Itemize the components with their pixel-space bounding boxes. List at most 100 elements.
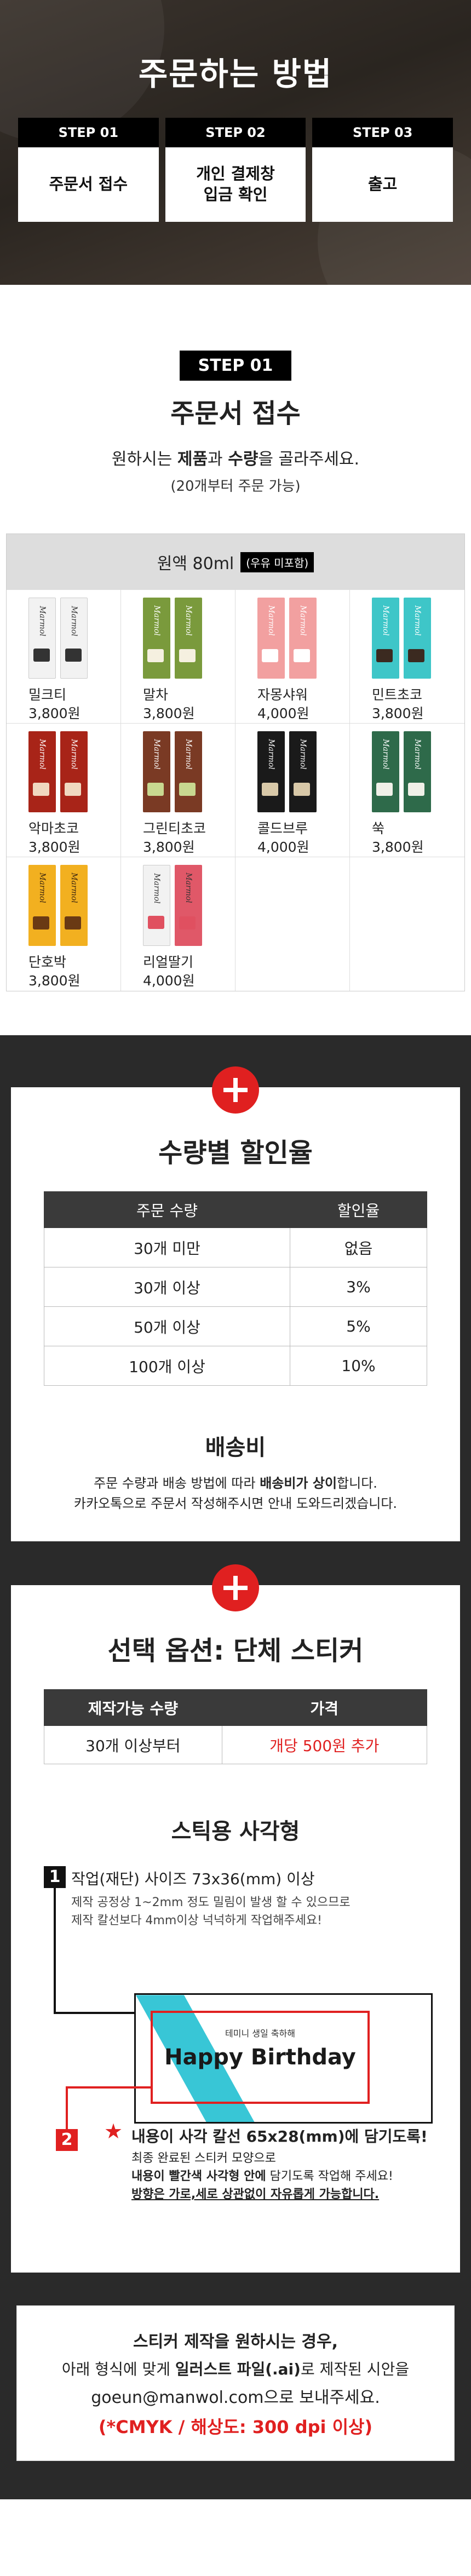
product-price: 3,800원	[28, 973, 81, 989]
product-stick: Marmol	[175, 598, 202, 679]
brand-logo: Marmol	[152, 605, 161, 636]
brand-logo: Marmol	[152, 739, 161, 770]
menu-header-label: 원액 80ml	[157, 554, 234, 573]
discount-title: 수량별 할인율	[158, 1138, 313, 1168]
product-label	[33, 783, 49, 796]
table-row: 30개 미만 없음	[43, 1227, 427, 1267]
product-stick: Marmol	[143, 731, 170, 812]
product-label	[262, 649, 278, 662]
brand-logo: Marmol	[413, 605, 422, 636]
table-row: 30개 이상부터 개당 500원 추가	[44, 1725, 428, 1765]
product-stick: Marmol	[175, 731, 202, 812]
discount-panel: 수량별 할인율 주문 수량 할인율 30개 미만 없음 30개 이상 3% 50개 …	[11, 1066, 460, 1542]
table-cell: 10%	[290, 1346, 427, 1386]
table-cell: 5%	[290, 1306, 427, 1346]
product-stick: Marmol	[28, 598, 56, 679]
plus-icon	[212, 1564, 259, 1612]
sticker-diagram: 1 작업(재단) 사이즈 73x36(mm) 이상 제작 공정상 1~2mm 정…	[33, 1866, 438, 2251]
menu-item: Marmol Marmol 리얼딸기 4,000원	[121, 857, 236, 991]
brand-logo: Marmol	[70, 739, 78, 770]
connector-line	[54, 2012, 136, 2015]
product-label	[179, 649, 196, 662]
menu-item: Marmol Marmol 자몽샤워 4,000원	[236, 590, 350, 724]
step-head: STEP 01	[18, 118, 159, 147]
table-row: 30개 이상 3%	[43, 1267, 427, 1307]
product-image: Marmol Marmol	[143, 865, 202, 946]
product-stick: Marmol	[372, 731, 399, 812]
table-header: 주문 수량	[43, 1191, 291, 1228]
product-label	[148, 916, 164, 929]
product-stick: Marmol	[143, 598, 170, 679]
submission-email: goeun@manwol.com으로 보내주세요.	[91, 2388, 380, 2408]
step-card-2: STEP 02 개인 결제창 입금 확인	[165, 118, 306, 222]
content-area-box: 테미니 생일 축하해 Happy Birthday	[151, 2011, 370, 2104]
table-cell: 30개 이상부터	[44, 1725, 222, 1765]
product-stick: Marmol	[175, 865, 202, 946]
info-section: 수량별 할인율 주문 수량 할인율 30개 미만 없음 30개 이상 3% 50개 …	[0, 1035, 471, 2500]
menu-item: Marmol Marmol 민트초코 3,800원	[350, 590, 464, 724]
product-image: Marmol Marmol	[372, 731, 431, 812]
product-price: 3,800원	[28, 839, 81, 855]
product-image: Marmol Marmol	[257, 731, 317, 812]
product-stick: Marmol	[257, 731, 285, 812]
product-stick: Marmol	[372, 598, 399, 679]
empty-cell	[350, 857, 464, 991]
table-cell: 100개 이상	[43, 1346, 291, 1386]
product-name: 말차	[143, 687, 169, 703]
brand-logo: Marmol	[413, 739, 422, 770]
product-label	[408, 783, 424, 796]
menu-header: 원액 80ml (우유 미포함)	[7, 534, 464, 590]
menu-item: Marmol Marmol 밀크티 3,800원	[7, 590, 121, 724]
table-cell: 없음	[290, 1227, 427, 1267]
product-stick: Marmol	[289, 731, 317, 812]
product-stick: Marmol	[404, 731, 431, 812]
product-name: 리얼딸기	[143, 954, 194, 970]
step1-title: 주문서 접수	[170, 398, 301, 429]
sample-subtitle: 테미니 생일 축하해	[225, 2028, 295, 2039]
step-card-3: STEP 03 출고	[312, 118, 453, 222]
table-cell: 30개 이상	[43, 1267, 291, 1307]
work-size-text: 작업(재단) 사이즈 73x36(mm) 이상	[71, 1870, 315, 1889]
table-header: 제작가능 수량	[44, 1689, 222, 1726]
menu-item: Marmol Marmol 말차 3,800원	[121, 590, 236, 724]
brand-logo: Marmol	[184, 873, 193, 903]
connector-line-red	[66, 2087, 68, 2132]
hero-section: 주문하는 방법 STEP 01 주문서 접수 STEP 02 개인 결제창 입금…	[0, 0, 471, 285]
product-image: Marmol Marmol	[143, 598, 202, 679]
submission-info: 스티커 제작을 원하시는 경우, 아래 형식에 맞게 일러스트 파일(.ai)로…	[16, 2305, 455, 2462]
brand-logo: Marmol	[381, 605, 390, 636]
shipping-info: 주문 수량과 배송 방법에 따라 배송비가 상이합니다. 카카오톡으로 주문서 …	[73, 1476, 398, 1512]
product-price: 3,800원	[372, 705, 424, 721]
step-body: 출고	[367, 175, 398, 194]
sample-title: Happy Birthday	[164, 2045, 356, 2070]
brand-logo: Marmol	[70, 873, 78, 903]
menu-header-tag: (우유 미포함)	[240, 552, 314, 572]
table-row: 50개 이상 5%	[43, 1306, 427, 1346]
step1-min-order: (20개부터 주문 가능)	[170, 478, 301, 495]
menu-item: Marmol Marmol 단호박 3,800원	[7, 857, 121, 991]
product-stick: Marmol	[143, 865, 170, 946]
brand-logo: Marmol	[38, 606, 47, 636]
product-name: 쑥	[372, 821, 385, 836]
product-price: 3,800원	[143, 705, 195, 721]
product-label	[294, 649, 310, 662]
product-stick: Marmol	[60, 731, 88, 812]
table-header: 할인율	[290, 1191, 427, 1228]
product-name: 밀크티	[28, 687, 67, 703]
sticker-title: 스틱용 사각형	[171, 1819, 300, 1845]
product-image: Marmol Marmol	[28, 598, 88, 679]
step1-section: STEP 01 주문서 접수 원하시는 제품과 수량을 골라주세요. (20개부…	[0, 285, 471, 991]
product-label	[147, 783, 164, 796]
menu-item: Marmol Marmol 쑥 3,800원	[350, 724, 464, 857]
table-header: 가격	[221, 1689, 428, 1726]
product-label	[376, 649, 393, 662]
product-price: 3,800원	[28, 705, 81, 721]
menu-item: Marmol Marmol 악마초코 3,800원	[7, 724, 121, 857]
brand-logo: Marmol	[184, 739, 193, 770]
step-number-1: 1	[44, 1866, 66, 1889]
product-label	[294, 783, 310, 796]
content-size-note: 최종 완료된 스티커 모양으로 내용이 빨간색 사각형 안에 담기도록 작업해 …	[131, 2152, 393, 2202]
brand-logo: Marmol	[298, 739, 307, 770]
submission-spec: (*CMYK / 해상도: 300 dpi 이상)	[98, 2417, 373, 2438]
product-price: 4,000원	[257, 705, 309, 721]
